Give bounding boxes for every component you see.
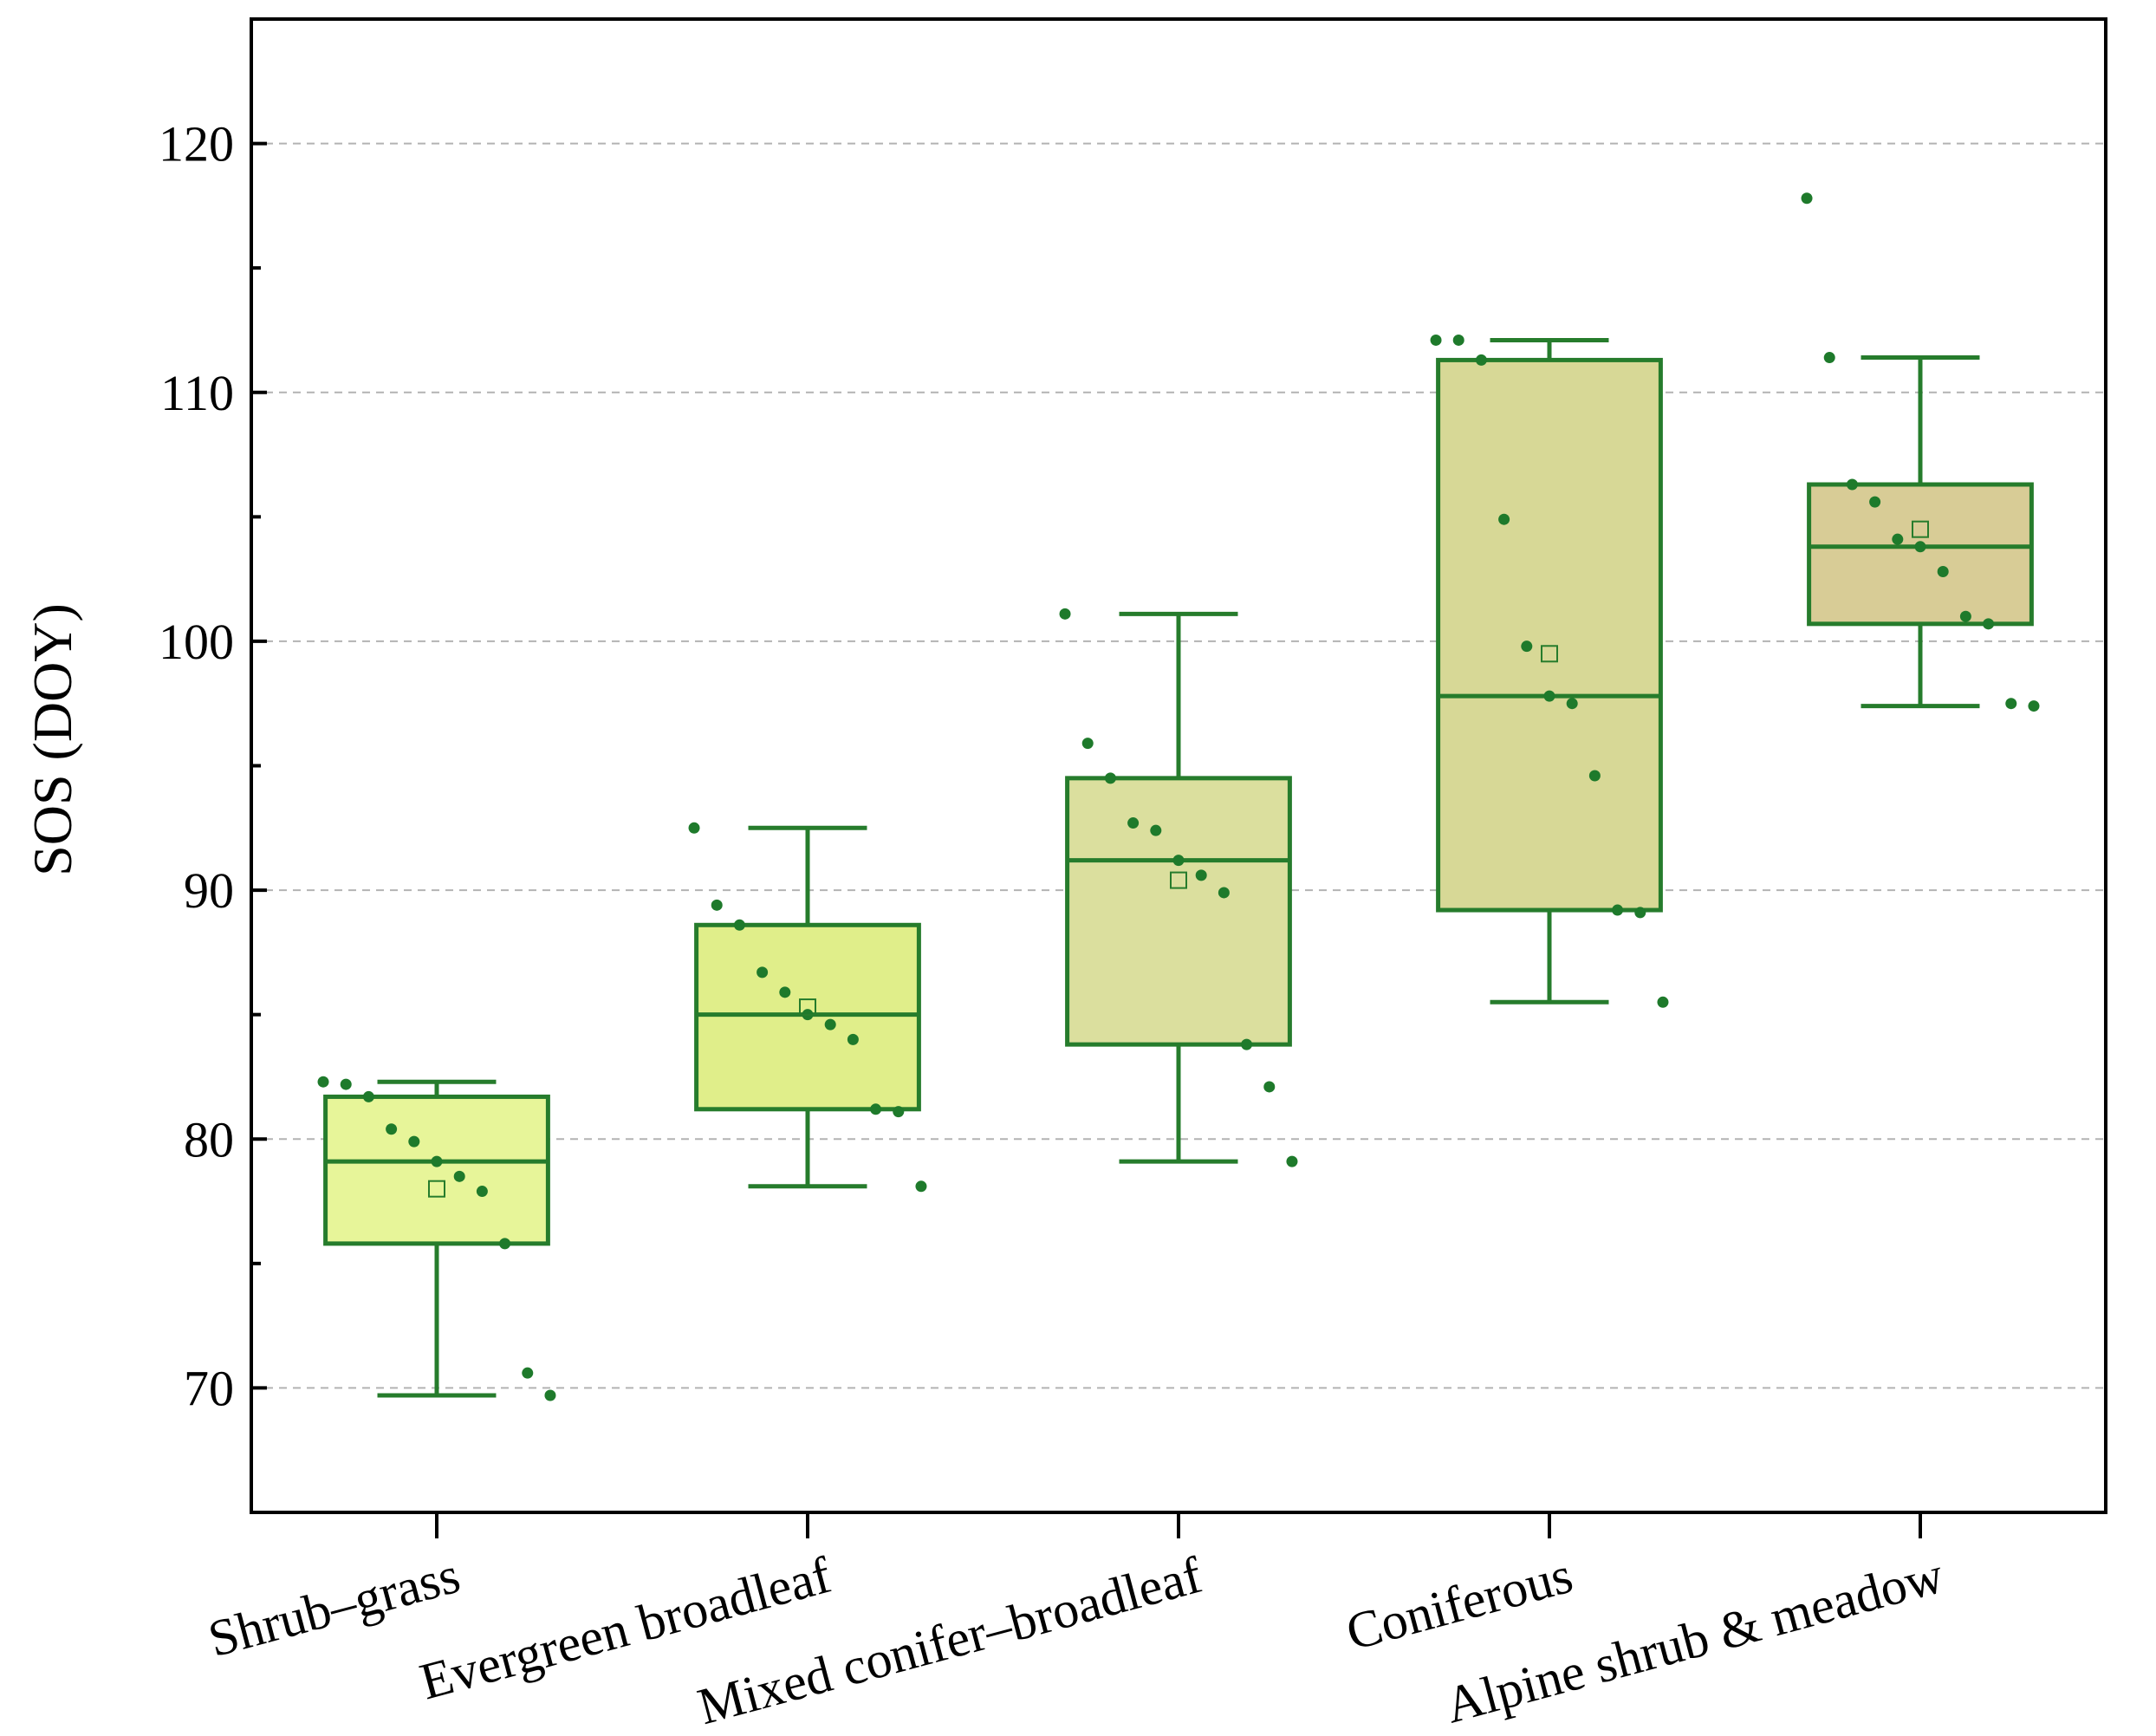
data-point [1801, 192, 1813, 205]
data-point [1498, 513, 1510, 525]
data-point [757, 966, 769, 979]
data-point [1634, 907, 1646, 919]
box-group-0 [317, 1076, 556, 1401]
data-point [1104, 772, 1116, 784]
data-point [1566, 698, 1578, 710]
box-group-3 [1430, 334, 1669, 1008]
data-point [870, 1103, 882, 1115]
data-point [453, 1170, 465, 1182]
data-point [317, 1076, 329, 1088]
mean-marker [1170, 871, 1187, 889]
data-point [386, 1123, 398, 1135]
data-point [1195, 869, 1207, 881]
y-axis-title: SOS (DOY) [22, 603, 83, 876]
data-point [915, 1180, 927, 1193]
data-point [1959, 610, 1971, 622]
mean-marker [1541, 645, 1558, 663]
box-group-4 [1801, 192, 2040, 712]
data-point [1452, 334, 1464, 346]
data-point [544, 1389, 556, 1401]
data-point [824, 1018, 836, 1031]
data-point [340, 1078, 352, 1090]
mean-marker [428, 1180, 445, 1198]
box-iqr [1065, 776, 1292, 1047]
box-iqr [1807, 482, 2034, 627]
data-point [1869, 496, 1881, 508]
data-point [1937, 566, 1949, 578]
box-iqr [1436, 357, 1663, 913]
mean-marker [1912, 520, 1929, 538]
y-tick-label-100: 100 [159, 614, 234, 670]
data-point [688, 822, 700, 834]
data-point [847, 1033, 859, 1045]
data-point [1263, 1081, 1276, 1093]
data-point [2028, 700, 2040, 712]
grid-layer [251, 142, 2106, 1389]
axis-layer [250, 17, 2107, 1538]
data-point [1475, 354, 1487, 366]
data-point [1823, 352, 1835, 364]
data-point [2005, 698, 2017, 710]
data-point [408, 1135, 420, 1148]
data-point [476, 1186, 488, 1198]
data-point [733, 919, 745, 931]
data-point [431, 1155, 443, 1167]
data-point [1892, 533, 1904, 545]
data-point [1914, 541, 1926, 553]
box-group-2 [1059, 608, 1298, 1167]
data-point [1983, 618, 1995, 630]
y-tick-label-90: 90 [184, 862, 234, 919]
data-point [1081, 738, 1094, 750]
y-tick-label-80: 80 [184, 1111, 234, 1167]
data-point [1521, 640, 1533, 653]
mean-marker [799, 998, 816, 1017]
data-point [1657, 996, 1669, 1008]
data-point [1846, 478, 1858, 491]
data-point [1150, 824, 1162, 836]
data-point [1612, 904, 1624, 916]
box-group-1 [688, 822, 927, 1193]
y-tick-label-110: 110 [160, 365, 234, 421]
x-tick-label-3: Coniferous [1341, 1546, 1579, 1661]
data-point [711, 899, 723, 911]
data-point [499, 1238, 511, 1250]
y-tick-label-70: 70 [184, 1360, 234, 1416]
data-point [1430, 334, 1442, 346]
y-tick-label-120: 120 [159, 116, 234, 172]
data-point [1218, 887, 1230, 899]
data-point [1241, 1038, 1253, 1050]
data-point [1286, 1155, 1298, 1167]
data-point [893, 1106, 905, 1118]
x-tick-label-0: Shrub–grass [203, 1546, 466, 1668]
data-point [522, 1367, 534, 1379]
data-point [779, 986, 791, 998]
data-point [362, 1090, 374, 1102]
data-point [1127, 817, 1140, 829]
box-layer [317, 192, 2040, 1401]
data-point [1172, 855, 1185, 867]
data-point [1543, 690, 1555, 702]
box-iqr [323, 1094, 550, 1246]
data-point [1059, 608, 1071, 620]
data-point [1588, 770, 1601, 782]
